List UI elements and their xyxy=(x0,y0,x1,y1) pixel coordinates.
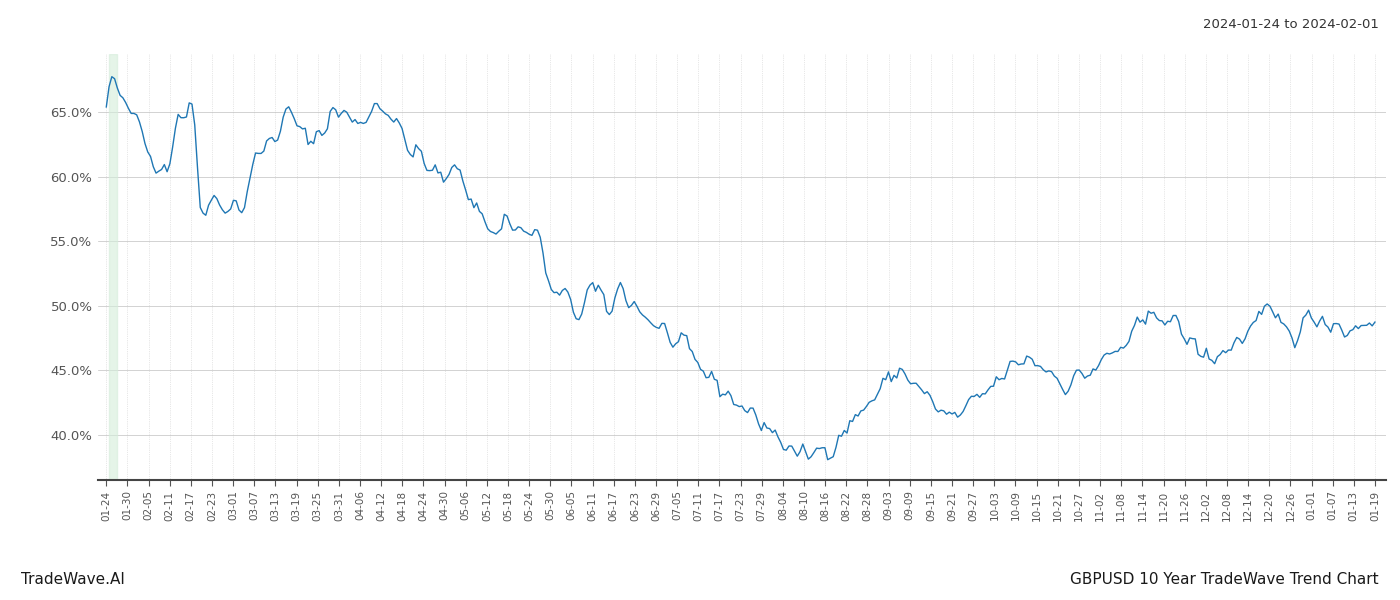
Text: TradeWave.AI: TradeWave.AI xyxy=(21,572,125,587)
Text: 2024-01-24 to 2024-02-01: 2024-01-24 to 2024-02-01 xyxy=(1203,18,1379,31)
Bar xyxy=(109,54,118,480)
Text: GBPUSD 10 Year TradeWave Trend Chart: GBPUSD 10 Year TradeWave Trend Chart xyxy=(1071,572,1379,587)
